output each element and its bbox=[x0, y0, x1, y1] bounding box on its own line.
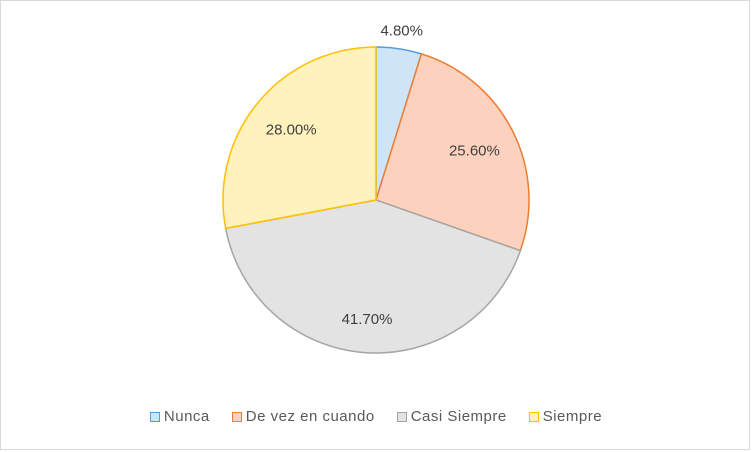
pie-slice-casi-siempre bbox=[224, 199, 522, 354]
data-label-nunca: 4.80% bbox=[380, 23, 423, 40]
data-label-siempre: 28.00% bbox=[266, 122, 317, 139]
legend-swatch-nunca bbox=[149, 411, 160, 422]
legend-label-siempre: Siempre bbox=[542, 408, 603, 425]
legend-item-casi-siempre: Casi Siempre bbox=[396, 408, 507, 425]
legend-item-siempre: Siempre bbox=[528, 408, 603, 425]
legend-label-nunca: Nunca bbox=[163, 408, 210, 425]
pie-slice-siempre bbox=[222, 46, 377, 230]
legend-swatch-de-vez-en-cuando bbox=[231, 411, 242, 422]
data-labels: 4.80% 25.60% 41.70% 28.00% bbox=[266, 23, 500, 328]
legend-item-de-vez-en-cuando: De vez en cuando bbox=[231, 408, 375, 425]
legend-swatch-siempre bbox=[528, 411, 539, 422]
legend-label-casi-siempre: Casi Siempre bbox=[410, 408, 507, 425]
pie-slices bbox=[222, 46, 530, 354]
legend: Nunca De vez en cuando Casi Siempre Siem… bbox=[0, 408, 752, 425]
legend-label-de-vez-en-cuando: De vez en cuando bbox=[245, 408, 375, 425]
legend-swatch-casi-siempre bbox=[396, 411, 407, 422]
legend-item-nunca: Nunca bbox=[149, 408, 210, 425]
data-label-casi-siempre: 41.70% bbox=[342, 311, 393, 328]
data-label-de-vez-en-cuando: 25.60% bbox=[449, 142, 500, 159]
pie-slice-de-vez-en-cuando bbox=[375, 52, 530, 252]
